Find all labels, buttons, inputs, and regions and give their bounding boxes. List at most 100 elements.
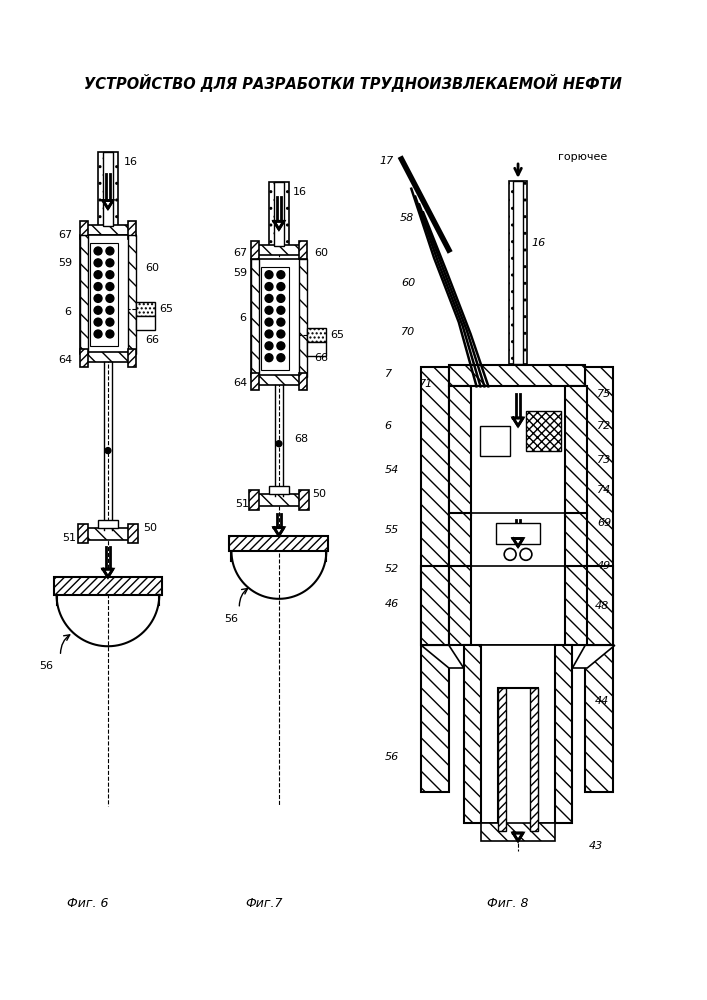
Circle shape xyxy=(277,354,285,362)
Text: 51: 51 xyxy=(62,533,76,543)
Circle shape xyxy=(276,441,282,447)
Bar xyxy=(78,524,88,543)
Text: 74: 74 xyxy=(597,485,612,495)
Bar xyxy=(81,235,136,354)
Bar xyxy=(509,181,527,364)
Text: 49: 49 xyxy=(597,561,612,571)
Polygon shape xyxy=(513,833,523,841)
Bar xyxy=(251,373,259,390)
Bar xyxy=(421,367,449,792)
Text: 66: 66 xyxy=(315,353,329,363)
Circle shape xyxy=(94,306,102,314)
Text: 75: 75 xyxy=(597,389,612,399)
Bar xyxy=(128,349,136,367)
Circle shape xyxy=(277,294,285,302)
Bar xyxy=(230,536,328,551)
Bar xyxy=(86,225,129,235)
Bar xyxy=(566,566,588,645)
Bar xyxy=(421,566,449,645)
Text: 64: 64 xyxy=(59,355,73,365)
Text: 70: 70 xyxy=(402,327,416,337)
Bar xyxy=(86,352,129,362)
Bar xyxy=(86,528,129,540)
Bar xyxy=(585,367,613,792)
Bar xyxy=(530,688,538,831)
Circle shape xyxy=(277,271,285,279)
Circle shape xyxy=(106,259,114,267)
Bar xyxy=(554,645,573,823)
Bar xyxy=(498,688,506,831)
Bar xyxy=(269,182,288,246)
Text: 71: 71 xyxy=(419,379,433,389)
Bar xyxy=(136,316,156,330)
Polygon shape xyxy=(573,645,615,668)
Bar xyxy=(103,152,113,226)
Bar xyxy=(251,259,259,377)
Bar xyxy=(471,513,566,567)
Bar xyxy=(307,328,327,342)
Circle shape xyxy=(277,342,285,350)
Text: 6: 6 xyxy=(385,421,392,431)
Text: 59: 59 xyxy=(233,268,247,278)
Circle shape xyxy=(106,271,114,279)
Circle shape xyxy=(106,330,114,338)
Text: 55: 55 xyxy=(385,525,399,535)
Bar xyxy=(566,386,588,515)
Bar xyxy=(251,241,259,259)
Text: 44: 44 xyxy=(595,696,609,706)
Text: Фиг.7: Фиг.7 xyxy=(245,897,283,910)
Bar xyxy=(298,241,307,259)
Text: 54: 54 xyxy=(385,465,399,475)
Circle shape xyxy=(265,294,273,302)
Bar xyxy=(261,267,288,370)
Circle shape xyxy=(94,271,102,279)
Bar xyxy=(128,524,138,543)
Circle shape xyxy=(94,283,102,290)
Bar xyxy=(481,426,510,456)
Bar xyxy=(513,181,523,364)
Text: 17: 17 xyxy=(380,156,394,166)
Circle shape xyxy=(105,448,111,454)
Text: 59: 59 xyxy=(59,258,73,268)
Bar xyxy=(298,259,307,377)
Polygon shape xyxy=(274,221,284,229)
Bar xyxy=(496,523,539,544)
Text: 6: 6 xyxy=(240,313,246,323)
Text: 60: 60 xyxy=(315,248,329,258)
Bar xyxy=(54,577,163,595)
Text: 7: 7 xyxy=(385,369,392,379)
Text: 56: 56 xyxy=(39,661,53,671)
Text: 73: 73 xyxy=(597,455,612,465)
Text: 52: 52 xyxy=(385,564,399,574)
Bar xyxy=(585,566,613,645)
Circle shape xyxy=(106,294,114,302)
Text: 69: 69 xyxy=(597,518,612,528)
Bar xyxy=(471,566,566,645)
Bar xyxy=(481,823,554,841)
Bar xyxy=(449,365,585,386)
Bar xyxy=(274,182,284,246)
Bar xyxy=(566,513,588,567)
Circle shape xyxy=(265,283,273,290)
Circle shape xyxy=(106,283,114,290)
Bar xyxy=(498,688,538,831)
Circle shape xyxy=(94,318,102,326)
Bar xyxy=(464,645,481,823)
Circle shape xyxy=(277,283,285,290)
Circle shape xyxy=(504,548,516,560)
Bar xyxy=(481,645,554,823)
Bar xyxy=(128,235,136,354)
Circle shape xyxy=(94,294,102,302)
Text: УСТРОЙСТВО ДЛЯ РАЗРАБОТКИ ТРУДНОИЗВЛЕКАЕМОЙ НЕФТИ: УСТРОЙСТВО ДЛЯ РАЗРАБОТКИ ТРУДНОИЗВЛЕКАЕ… xyxy=(84,74,622,92)
Polygon shape xyxy=(274,528,284,536)
Circle shape xyxy=(277,318,285,326)
Bar xyxy=(81,221,88,239)
Text: 16: 16 xyxy=(124,157,138,167)
Circle shape xyxy=(94,259,102,267)
Text: 51: 51 xyxy=(235,499,250,509)
Text: 50: 50 xyxy=(144,523,158,533)
Text: 56: 56 xyxy=(385,752,399,762)
Bar xyxy=(90,243,118,346)
Text: горючее: горючее xyxy=(558,152,607,162)
Polygon shape xyxy=(421,645,464,668)
